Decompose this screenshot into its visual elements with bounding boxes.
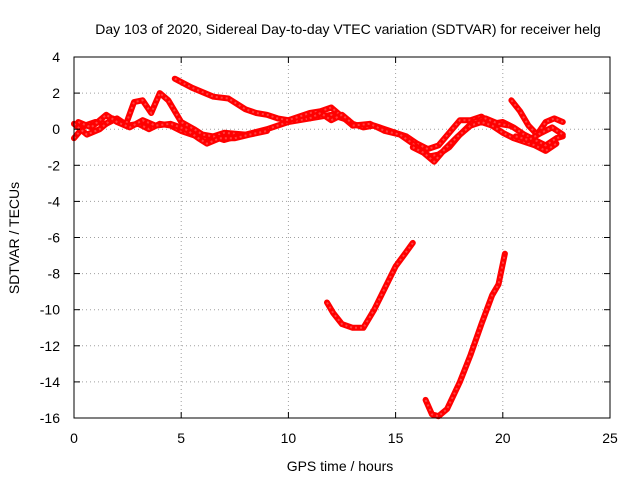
y-tick-label: -16 [40,410,60,426]
x-tick-label: 20 [495,430,511,446]
y-tick-label: -6 [48,230,61,246]
series-texture-arc-k [424,253,506,418]
x-tick-label: 5 [177,430,185,446]
y-tick-label: -4 [48,193,61,209]
y-tick-label: -2 [48,157,61,173]
series-texture-arc-j [326,242,414,329]
x-tick-labels: 0 5 10 15 20 25 [70,430,618,446]
grid [74,57,610,418]
x-tick-label: 25 [602,430,618,446]
series-line-arc-c [75,111,270,147]
y-tick-label: -12 [40,338,60,354]
series-texture-arc-b [73,91,257,142]
y-tick-label: 2 [52,85,60,101]
ticks [73,56,611,419]
series-texture-arc-g [412,120,557,164]
y-tick-label: -8 [48,266,61,282]
series-line-arc-g [409,119,560,165]
series-line-arc-k [422,250,508,420]
series-line-arc-f [349,115,513,160]
series-line-arc-i [512,124,566,143]
x-tick-label: 0 [70,430,78,446]
y-tick-label: -10 [40,302,60,318]
y-tick-labels: 4 2 0 -2 -4 -6 -8 -10 -12 -14 -16 [40,49,60,426]
series-texture-arc-a [73,113,349,140]
series-texture-arc-d [174,77,354,127]
y-axis-label: SDTVAR / TECUs [6,182,22,294]
x-tick-label: 10 [281,430,297,446]
x-axis-label: GPS time / hours [287,458,394,474]
y-tick-label: 4 [52,49,60,65]
x-tick-label: 15 [388,430,404,446]
series-texture-arc-f [352,117,510,158]
series-line-arc-j [324,239,416,331]
series-line-arc-d [171,75,356,129]
series-group [71,75,566,420]
chart-title: Day 103 of 2020, Sidereal Day-to-day VTE… [95,21,601,37]
y-tick-label: -14 [40,374,60,390]
y-tick-label: 0 [52,121,60,137]
